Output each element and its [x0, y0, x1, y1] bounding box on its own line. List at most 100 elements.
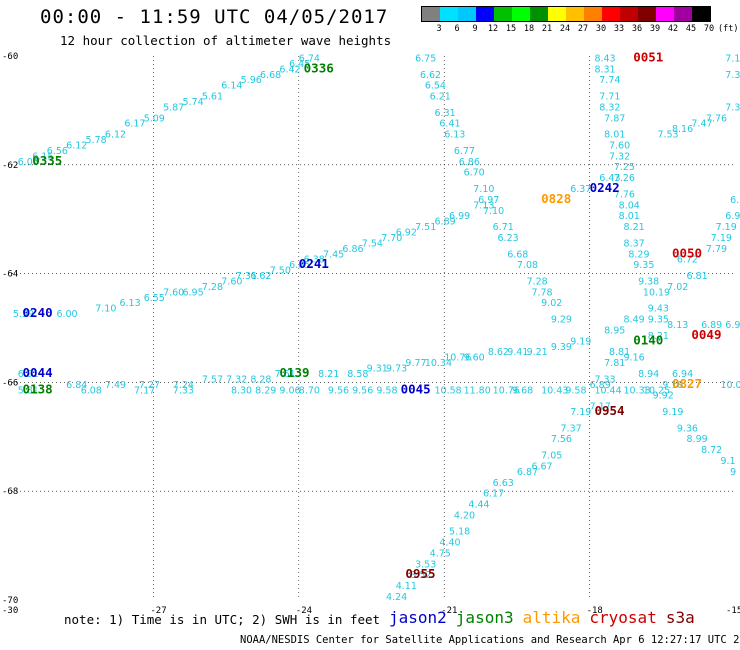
- swh-value-label: 6.89: [701, 320, 722, 331]
- longitude-tick-label: -15: [726, 606, 740, 616]
- swh-value-label: 10.76: [493, 385, 520, 396]
- swh-value-label: 7.49: [105, 380, 126, 391]
- swh-value-label: 7.54: [362, 238, 383, 249]
- swh-value-label: 10.04: [720, 380, 740, 391]
- swh-value-label: 7.79: [706, 244, 727, 255]
- color-swatch: [512, 7, 530, 21]
- color-scale-label: 30: [595, 24, 607, 34]
- color-swatch: [602, 7, 620, 21]
- pass-id-label: 0045: [401, 381, 431, 396]
- color-swatch: [674, 7, 692, 21]
- swh-value-label: 6.13: [444, 130, 465, 141]
- swh-value-label: 6.95: [182, 287, 203, 298]
- swh-value-label: 6.00: [56, 309, 77, 320]
- swh-value-label: 7.71: [599, 92, 620, 103]
- longitude-tick-label: -30: [2, 606, 18, 616]
- swh-value-label: 5.18: [449, 527, 470, 538]
- swh-value-label: 9.19: [570, 336, 591, 347]
- swh-value-label: 9.73: [386, 364, 407, 375]
- swh-value-label: 6.55: [144, 293, 165, 304]
- swh-value-label: 6.97: [478, 195, 499, 206]
- swh-value-label: 7.05: [541, 451, 562, 462]
- pass-id-label: 0242: [590, 180, 620, 195]
- pass-id-label: 0050: [672, 245, 702, 260]
- legend-item-cryosat: cryosat: [589, 608, 657, 627]
- color-scale-label: 27: [577, 24, 589, 34]
- swh-value-label: 6.89: [435, 217, 456, 228]
- swh-value-label: 8.29: [255, 385, 276, 396]
- swh-value-label: 6.91: [725, 211, 740, 222]
- swh-value-label: 7.10: [483, 206, 504, 217]
- swh-value-label: 6.08: [81, 385, 102, 396]
- swh-value-label: 9.92: [653, 391, 674, 402]
- pass-id-label: 0336: [304, 60, 334, 75]
- swh-value-label: 7.27: [139, 380, 160, 391]
- swh-value-label: 8.49: [624, 315, 645, 326]
- swh-value-label: 7.24: [173, 380, 194, 391]
- swh-value-label: 8.04: [619, 200, 640, 211]
- swh-value-label: 8.81: [609, 347, 630, 358]
- swh-value-label: 7.76: [614, 189, 635, 200]
- color-scale-label: 42: [667, 24, 679, 34]
- swh-value-label: 9.31: [367, 364, 388, 375]
- swh-value-label: 9.58: [565, 385, 586, 396]
- swh-value-label: 7.51: [415, 222, 436, 233]
- color-swatch: [620, 7, 638, 21]
- swh-value-label: 7.60: [221, 276, 242, 287]
- swh-value-label: 7.74: [599, 75, 620, 86]
- color-swatch: [476, 7, 494, 21]
- color-swatch: [440, 7, 458, 21]
- swh-value-label: 6.42: [279, 64, 300, 75]
- swh-value-label: 6.99: [449, 211, 470, 222]
- swh-value-label: 6.67: [531, 461, 552, 472]
- swh-value-label: 6.72: [677, 255, 698, 266]
- swh-value-label: 6.92: [396, 228, 417, 239]
- page-subtitle: 12 hour collection of altimeter wave hei…: [60, 33, 392, 48]
- longitude-tick-label: -18: [587, 606, 603, 616]
- swh-value-label: 9.77: [405, 358, 426, 369]
- swh-value-label: 9.06: [279, 385, 300, 396]
- swh-value-label: 9.29: [551, 315, 572, 326]
- swh-value-label: 7.87: [604, 113, 625, 124]
- swh-value-label: 6.86: [342, 244, 363, 255]
- swh-value-label: 7.76: [706, 113, 727, 124]
- swh-value-label: 7.10: [95, 304, 116, 315]
- pass-id-label: 0335: [32, 153, 62, 168]
- swh-value-label: 5.61: [202, 92, 223, 103]
- swh-value-label: 10.34: [425, 358, 452, 369]
- swh-value-label: 9.56: [352, 385, 373, 396]
- swh-value-label: 9.60: [464, 353, 485, 364]
- swh-value-label: 10.76: [444, 353, 471, 364]
- swh-value-label: 7.19: [711, 233, 732, 244]
- legend-item-s3a: s3a: [665, 608, 695, 627]
- swh-value-labels: 6.746.456.426.685.966.145.615.745.875.09…: [13, 53, 740, 603]
- color-scale-label: 6: [454, 24, 460, 34]
- swh-value-label: 10.44: [594, 385, 621, 396]
- swh-value-label: 8.62: [488, 347, 509, 358]
- map-grid: [8, 56, 735, 600]
- pass-id-label: 0954: [594, 403, 624, 418]
- pass-id-labels: 0336 0335 0051 0242 0828 0241 0050 0240 0049 0140…: [23, 49, 722, 581]
- swh-value-label: 8.72: [701, 445, 722, 456]
- pass-id-label: 0139: [279, 365, 309, 380]
- swh-value-label: 8.01: [604, 130, 625, 141]
- swh-value-label: 7.81: [604, 358, 625, 369]
- pass-id-label: 0140: [633, 332, 663, 347]
- swh-value-label: 6.70: [464, 168, 485, 179]
- swh-value-label: 6.95: [725, 320, 740, 331]
- swh-value-label: 6.91: [18, 369, 39, 380]
- swh-value-label: 6.63: [493, 478, 514, 489]
- swh-value-label: 7.19: [570, 407, 591, 418]
- swh-value-label: 8.58: [347, 369, 368, 380]
- swh-value-label: 7.37: [561, 423, 582, 434]
- swh-value-label: 6.62: [420, 70, 441, 81]
- swh-value-label: 8.28: [250, 374, 271, 385]
- swh-value-label: 6.17: [124, 119, 145, 130]
- color-scale-bar: [421, 6, 711, 22]
- swh-value-label: 9.21: [527, 347, 548, 358]
- swh-value-label: 7.28: [202, 282, 223, 293]
- swh-value-label: 6.86: [459, 157, 480, 168]
- swh-value-label: 7.50: [270, 266, 291, 277]
- swh-value-label: 6.41: [439, 119, 460, 130]
- swh-value-label: 7.10: [473, 184, 494, 195]
